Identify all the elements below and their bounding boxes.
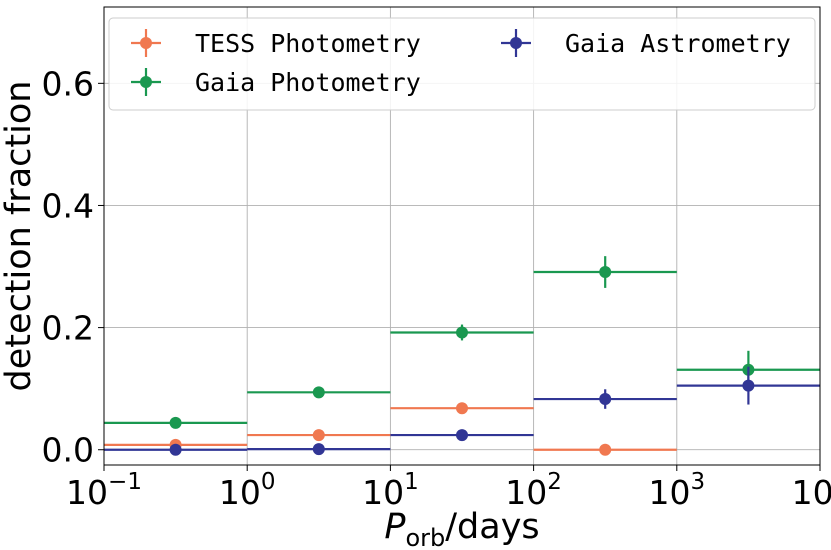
- x-axis-label: Porb/days: [384, 507, 539, 550]
- legend-label: Gaia Astrometry: [565, 29, 791, 58]
- data-point: [312, 386, 325, 399]
- x-tick-label: 104: [792, 469, 831, 512]
- data-point: [599, 393, 612, 406]
- series-gaia-photometry: [104, 256, 820, 429]
- y-tick-label: 0.6: [42, 64, 94, 103]
- y-tick-label: 0.4: [42, 186, 94, 225]
- legend-box: [108, 17, 816, 111]
- legend: TESS Photometry Gaia Photometry Gaia Astro…: [108, 17, 816, 111]
- data-point: [599, 443, 612, 456]
- plot-frame: [103, 6, 821, 466]
- legend-entry-tess-photometry: TESS Photometry: [131, 29, 421, 58]
- y-tick-label: 0.0: [42, 431, 94, 470]
- data-point: [312, 443, 325, 456]
- x-tick-label: 102: [505, 469, 562, 512]
- y-tick-label: 0.2: [42, 309, 94, 348]
- data-point: [312, 429, 325, 442]
- data-point: [742, 379, 755, 392]
- x-tick-label: 101: [362, 469, 419, 512]
- data-point: [456, 402, 468, 415]
- legend-entry-gaia-photometry: Gaia Photometry: [131, 68, 421, 97]
- data-point: [456, 326, 468, 339]
- legend-entry-gaia-astrometry: Gaia Astrometry: [501, 29, 791, 58]
- data-point: [456, 429, 468, 442]
- x-tick-label: 10−1: [66, 469, 142, 512]
- data-point: [169, 416, 182, 429]
- legend-marker: [140, 76, 152, 88]
- legend-marker: [140, 37, 152, 49]
- legend-label: Gaia Photometry: [195, 68, 421, 97]
- x-tick-label: 100: [219, 469, 276, 512]
- data-point: [169, 443, 182, 456]
- data-point: [599, 266, 612, 279]
- y-axis-label: detection fraction: [0, 81, 39, 392]
- legend-marker: [510, 37, 522, 49]
- legend-label: TESS Photometry: [195, 29, 421, 58]
- x-tick-label: 103: [648, 469, 705, 512]
- series-gaia-astrometry: [104, 366, 820, 456]
